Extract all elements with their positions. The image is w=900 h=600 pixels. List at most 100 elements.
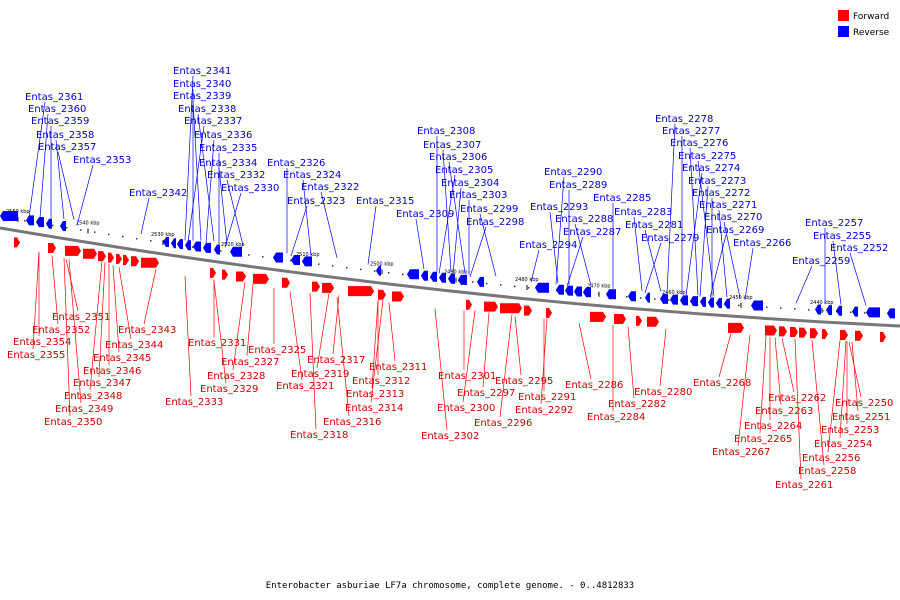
forward-gene-arrow — [855, 330, 863, 341]
forward-gene-arrow — [312, 281, 320, 292]
scale-dot — [248, 254, 250, 256]
reverse-gene-label: Entas_2340 — [173, 79, 231, 90]
reverse-gene-label: Entas_2257 — [805, 218, 863, 229]
scale-dot — [80, 229, 82, 231]
forward-gene-arrow — [282, 277, 290, 288]
reverse-gene-label: Entas_2341 — [173, 66, 231, 77]
reverse-leader-line — [55, 139, 65, 220]
reverse-leader-line — [415, 218, 425, 270]
reverse-gene-label: Entas_2273 — [688, 176, 746, 187]
forward-gene-label: Entas_2349 — [55, 404, 113, 415]
scale-tick-label: 2480 kbp — [515, 277, 539, 283]
legend-reverse-label: Reverse — [853, 28, 890, 38]
reverse-gene-label: Entas_2332 — [207, 170, 265, 181]
scale-dot — [668, 299, 670, 301]
forward-leader-line — [659, 328, 667, 387]
reverse-gene-arrow — [430, 271, 437, 282]
reverse-leader-line — [39, 113, 49, 219]
forward-gene-arrow — [253, 273, 269, 284]
reverse-leader-line — [530, 249, 540, 283]
reverse-gene-label: Entas_2358 — [36, 130, 94, 141]
forward-leader-line — [51, 255, 59, 325]
forward-leader-line — [143, 269, 157, 325]
forward-gene-arrow — [590, 311, 606, 322]
scale-dot — [514, 285, 516, 288]
forward-gene-label: Entas_2296 — [474, 418, 532, 429]
reverse-gene-arrow — [535, 282, 549, 293]
reverse-gene-arrow — [458, 274, 467, 285]
forward-leader-line — [184, 276, 192, 397]
forward-gene-label: Entas_2253 — [821, 425, 879, 436]
reverse-leader-line — [320, 191, 338, 258]
scale-dot — [346, 266, 348, 269]
scale-dot — [262, 256, 264, 258]
reverse-gene-arrow — [751, 300, 763, 311]
forward-leader-line — [848, 342, 862, 398]
reverse-gene-arrow — [815, 304, 821, 315]
reverse-gene-arrow — [606, 289, 616, 300]
forward-leader-line — [98, 262, 106, 378]
forward-gene-arrow — [728, 322, 744, 333]
reverse-leader-line — [290, 205, 308, 257]
forward-gene-label: Entas_2297 — [457, 388, 515, 399]
reverse-gene-label: Entas_2315 — [356, 196, 414, 207]
scale-dot — [640, 297, 642, 299]
reverse-leader-line — [184, 75, 194, 241]
forward-gene-label: Entas_2251 — [832, 412, 890, 423]
forward-gene-arrow — [14, 237, 20, 248]
reverse-gene-label: Entas_2269 — [706, 225, 764, 236]
reverse-gene-label: Entas_2266 — [733, 238, 791, 249]
reverse-leader-line — [723, 221, 741, 298]
reverse-leader-line — [479, 213, 497, 277]
reverse-gene-label: Entas_2361 — [25, 92, 83, 103]
reverse-gene-label: Entas_2335 — [199, 143, 257, 154]
reverse-gene-label: Entas_2309 — [396, 209, 454, 220]
reverse-gene-label: Entas_2281 — [625, 220, 683, 231]
scale-dot — [654, 298, 656, 300]
reverse-gene-label: Entas_2323 — [287, 196, 345, 207]
reverse-gene-label: Entas_2330 — [221, 183, 279, 194]
scale-dot — [220, 250, 222, 252]
forward-leader-line — [462, 310, 476, 403]
reverse-gene-arrow — [448, 273, 455, 284]
reverse-gene-label: Entas_2324 — [283, 170, 341, 181]
reverse-gene-arrow — [556, 284, 564, 295]
forward-gene-label: Entas_2354 — [13, 337, 71, 348]
scale-dot — [738, 304, 740, 307]
legend-forward-label: Forward — [853, 12, 889, 22]
scale-dot — [66, 226, 68, 229]
reverse-gene-arrow — [36, 217, 44, 228]
reverse-gene-arrow — [724, 298, 730, 309]
forward-leader-line — [514, 316, 522, 376]
forward-leader-line — [371, 300, 379, 389]
reverse-gene-label: Entas_2308 — [417, 126, 475, 137]
scale-dot — [822, 309, 824, 312]
forward-gene-label: Entas_2302 — [421, 431, 479, 442]
forward-gene-arrow — [636, 315, 642, 326]
forward-leader-line — [718, 333, 732, 378]
forward-gene-label: Entas_2280 — [634, 387, 692, 398]
forward-gene-arrow — [65, 245, 81, 256]
forward-gene-label: Entas_2329 — [200, 384, 258, 395]
forward-leader-line — [309, 293, 317, 430]
forward-gene-label: Entas_2286 — [565, 380, 623, 391]
forward-gene-label: Entas_2268 — [693, 378, 751, 389]
forward-gene-label: Entas_2250 — [835, 398, 893, 409]
forward-gene-label: Entas_2325 — [248, 345, 306, 356]
legend-forward-swatch — [838, 10, 849, 21]
forward-leader-line — [499, 314, 513, 418]
scale-dot — [850, 311, 852, 313]
forward-gene-arrow — [98, 251, 106, 262]
forward-gene-arrow — [378, 289, 386, 300]
reverse-gene-label: Entas_2359 — [31, 116, 89, 127]
reverse-gene-label: Entas_2298 — [466, 217, 524, 228]
reverse-gene-label: Entas_2290 — [544, 167, 602, 178]
reverse-leader-line — [57, 151, 75, 220]
reverse-leader-line — [192, 100, 202, 241]
forward-leader-line — [332, 295, 340, 355]
reverse-gene-arrow — [660, 293, 668, 304]
legend-reverse-swatch — [838, 26, 849, 37]
legend: Forward Reverse — [838, 10, 890, 38]
scale-dot — [150, 240, 152, 242]
forward-gene-arrow — [236, 271, 246, 282]
